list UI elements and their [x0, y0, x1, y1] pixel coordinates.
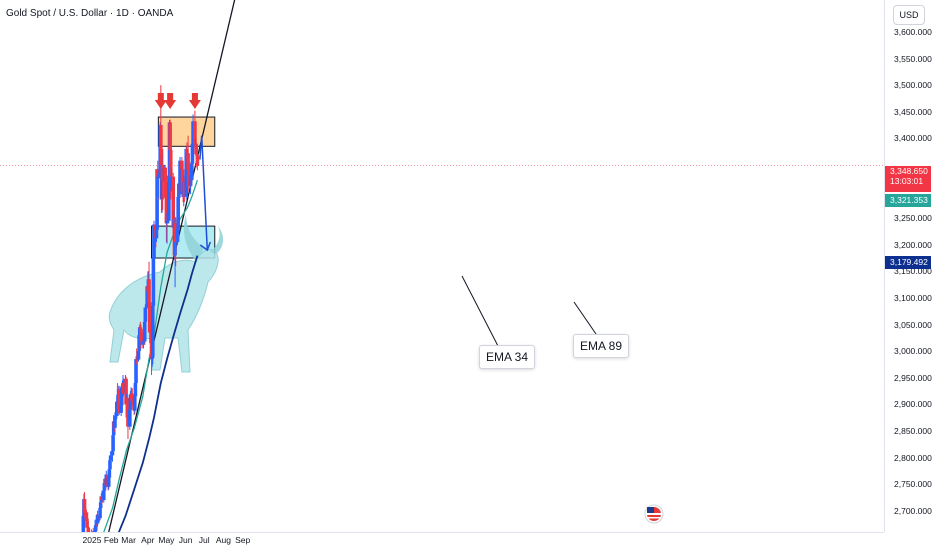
candle[interactable] — [182, 178, 187, 203]
time-tick-label: Jul — [198, 535, 210, 545]
price-tick-label: 3,100.000 — [894, 292, 932, 303]
currency-selector[interactable]: USD — [893, 5, 925, 25]
price-tick-label: 2,800.000 — [894, 452, 932, 463]
candle[interactable] — [95, 510, 100, 527]
candle[interactable] — [117, 386, 122, 415]
price-tick-label: 2,750.000 — [894, 479, 932, 490]
candle[interactable] — [121, 378, 126, 397]
candle[interactable] — [191, 114, 195, 147]
candle[interactable] — [150, 297, 155, 365]
candle[interactable] — [113, 412, 117, 431]
symbol-title[interactable]: Gold Spot / U.S. Dollar · 1D · OANDA — [6, 8, 174, 19]
price-tick-label: 3,400.000 — [894, 133, 932, 144]
price-tick-label: 3,200.000 — [894, 239, 932, 250]
top-marker-arrow[interactable] — [164, 93, 177, 109]
candle[interactable] — [125, 395, 130, 421]
candle[interactable] — [108, 451, 113, 466]
candle[interactable] — [151, 255, 156, 312]
candle[interactable] — [111, 431, 115, 454]
ema89-line[interactable] — [117, 255, 199, 532]
ema89-label[interactable]: EMA 89 — [573, 334, 630, 358]
candle[interactable] — [178, 156, 182, 198]
price-tick-label: 3,600.000 — [894, 26, 932, 37]
candle[interactable] — [126, 414, 130, 439]
trendline[interactable] — [106, 0, 236, 532]
price-tick-label: 3,250.000 — [894, 213, 932, 224]
time-tick-label: 2025 — [82, 535, 102, 545]
candle[interactable] — [104, 470, 109, 488]
time-tick-label: Mar — [121, 535, 136, 545]
time-tick-label: Feb — [103, 535, 119, 545]
candle[interactable] — [155, 160, 160, 201]
candle[interactable] — [91, 527, 95, 532]
price-tick-label: 2,950.000 — [894, 372, 932, 383]
candle[interactable] — [82, 492, 87, 518]
ema34-label[interactable]: EMA 34 — [479, 345, 536, 369]
ema34-pointer — [461, 275, 499, 347]
candle[interactable] — [86, 518, 91, 532]
price-tick-label: 3,150.000 — [894, 266, 932, 277]
candle[interactable] — [186, 159, 191, 192]
price-tick-label: 3,500.000 — [894, 80, 932, 91]
flag-icon[interactable] — [644, 504, 664, 524]
candle[interactable] — [143, 304, 148, 325]
time-tick-label: Aug — [215, 535, 231, 545]
candle[interactable] — [137, 332, 141, 354]
candle[interactable] — [142, 319, 147, 344]
candle-countdown: 13:03:01 — [890, 176, 924, 186]
time-axis[interactable] — [0, 532, 884, 551]
candle[interactable] — [165, 212, 169, 244]
candle[interactable] — [190, 140, 195, 168]
candle[interactable] — [147, 284, 152, 344]
candle[interactable] — [130, 388, 135, 406]
candle[interactable] — [87, 526, 91, 532]
price-tick-label: 2,700.000 — [894, 505, 932, 516]
candle[interactable] — [128, 406, 132, 430]
candle[interactable] — [195, 153, 200, 171]
candle[interactable] — [160, 153, 165, 211]
candle[interactable] — [193, 110, 197, 149]
price-tick-label: 3,000.000 — [894, 346, 932, 357]
ema89-price-tag: 3,179.492 — [885, 256, 931, 269]
projection-arrow[interactable] — [199, 135, 209, 251]
candle[interactable] — [119, 384, 124, 409]
candle[interactable] — [164, 194, 169, 243]
time-tick-label: Apr — [141, 535, 155, 545]
last-price-value: 3,348.650 — [890, 166, 928, 176]
top-marker-arrow[interactable] — [154, 93, 167, 109]
candle[interactable] — [167, 172, 171, 224]
candle[interactable] — [168, 138, 173, 200]
candle[interactable] — [134, 356, 138, 386]
candle[interactable] — [100, 490, 104, 505]
ema89-price-value: 3,179.492 — [890, 257, 928, 267]
last-price-tag: 3,348.650 13:03:01 — [885, 166, 931, 192]
price-tick-label: 2,900.000 — [894, 399, 932, 410]
candle[interactable] — [129, 388, 134, 407]
bull-horn-shape — [183, 214, 224, 262]
time-tick-label: Jun — [178, 535, 193, 545]
candle[interactable] — [133, 380, 138, 399]
ema89-pointer — [573, 301, 597, 335]
candle[interactable] — [134, 348, 139, 365]
price-tick-label: 2,850.000 — [894, 425, 932, 436]
projection-arrowhead — [199, 241, 212, 252]
time-tick-label: May — [158, 535, 175, 545]
candle[interactable] — [152, 220, 156, 261]
price-tick-label: 3,450.000 — [894, 106, 932, 117]
price-tick-label: 3,550.000 — [894, 53, 932, 64]
time-tick-label: Sep — [235, 535, 251, 545]
candle[interactable] — [139, 324, 143, 349]
candle[interactable] — [156, 172, 161, 197]
price-chart[interactable] — [0, 0, 884, 532]
candle[interactable] — [176, 194, 180, 234]
candle[interactable] — [169, 167, 174, 192]
ema34-price-tag: 3,321.353 — [885, 194, 931, 207]
candle[interactable] — [173, 217, 178, 266]
ema34-price-value: 3,321.353 — [890, 195, 928, 205]
price-tick-label: 3,050.000 — [894, 319, 932, 330]
candle[interactable] — [155, 169, 159, 232]
top-marker-arrow[interactable] — [188, 93, 201, 109]
